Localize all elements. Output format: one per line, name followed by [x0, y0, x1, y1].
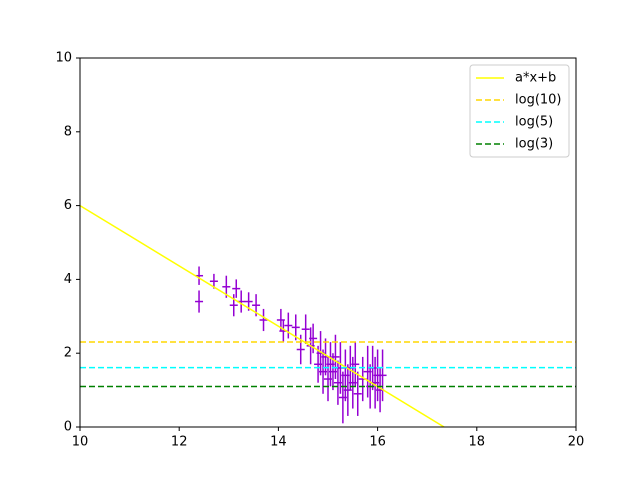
error-point — [259, 308, 268, 332]
legend-label: log(3) — [515, 137, 553, 152]
error-point — [353, 371, 362, 416]
x-tick-label: 20 — [568, 435, 585, 450]
axes-frame — [79, 57, 577, 428]
y-tick-label: 2 — [64, 346, 72, 361]
y-tick-label: 6 — [64, 198, 72, 213]
legend-label: log(10) — [515, 93, 562, 108]
y-tick-label: 8 — [64, 124, 72, 139]
error-point — [351, 342, 360, 387]
x-tick-label: 14 — [270, 435, 287, 450]
series-line — [80, 204, 445, 427]
legend-box — [469, 64, 570, 158]
x-tick-label: 18 — [469, 435, 486, 450]
y-tick-label: 0 — [64, 420, 72, 435]
y-tick-label: 4 — [64, 272, 72, 287]
legend-label: log(5) — [515, 115, 553, 130]
error-point — [284, 312, 293, 339]
error-point — [301, 314, 310, 344]
x-tick-label: 10 — [72, 435, 89, 450]
error-point — [195, 290, 204, 313]
legend-label: a*x+b — [515, 71, 556, 86]
error-point — [229, 294, 238, 317]
error-point — [378, 349, 387, 402]
plot-area — [80, 204, 576, 427]
error-point — [309, 323, 318, 354]
y-tick-label: 10 — [55, 51, 72, 66]
x-tick-label: 16 — [369, 435, 386, 450]
x-tick-label: 12 — [171, 435, 188, 450]
error-point — [232, 279, 241, 298]
